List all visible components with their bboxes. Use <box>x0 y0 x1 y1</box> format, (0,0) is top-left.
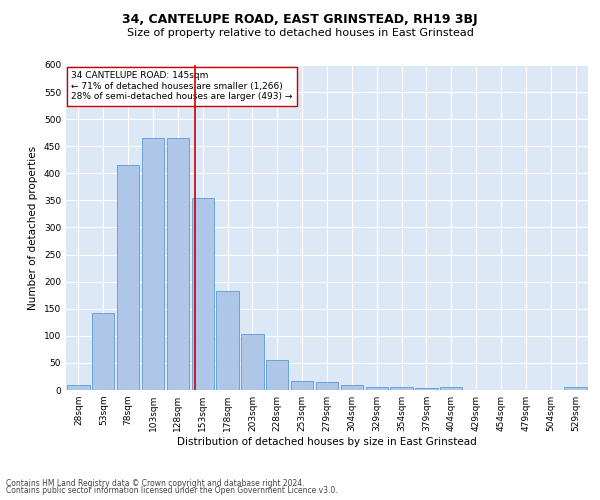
Bar <box>266 360 289 390</box>
Bar <box>291 382 313 390</box>
X-axis label: Distribution of detached houses by size in East Grinstead: Distribution of detached houses by size … <box>177 437 477 447</box>
Bar <box>440 388 463 390</box>
Bar <box>117 164 139 390</box>
Bar <box>191 198 214 390</box>
Bar <box>167 138 189 390</box>
Text: 34 CANTELUPE ROAD: 145sqm
← 71% of detached houses are smaller (1,266)
28% of se: 34 CANTELUPE ROAD: 145sqm ← 71% of detac… <box>71 72 293 102</box>
Bar <box>565 388 587 390</box>
Text: 34, CANTELUPE ROAD, EAST GRINSTEAD, RH19 3BJ: 34, CANTELUPE ROAD, EAST GRINSTEAD, RH19… <box>122 12 478 26</box>
Bar <box>217 291 239 390</box>
Bar <box>365 387 388 390</box>
Y-axis label: Number of detached properties: Number of detached properties <box>28 146 38 310</box>
Bar <box>316 382 338 390</box>
Bar <box>415 388 437 390</box>
Bar <box>391 388 413 390</box>
Text: Contains HM Land Registry data © Crown copyright and database right 2024.: Contains HM Land Registry data © Crown c… <box>6 478 305 488</box>
Bar <box>142 138 164 390</box>
Bar <box>67 384 89 390</box>
Bar <box>92 312 115 390</box>
Bar <box>341 384 363 390</box>
Text: Contains public sector information licensed under the Open Government Licence v3: Contains public sector information licen… <box>6 486 338 495</box>
Text: Size of property relative to detached houses in East Grinstead: Size of property relative to detached ho… <box>127 28 473 38</box>
Bar <box>241 334 263 390</box>
